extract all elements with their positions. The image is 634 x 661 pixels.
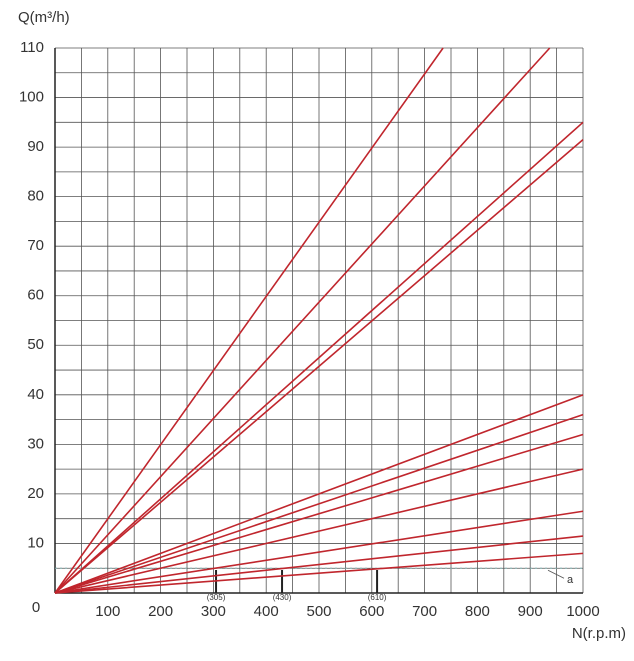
leader — [547, 569, 565, 579]
line — [54, 47, 444, 594]
x-tick-label: 700 — [412, 603, 437, 620]
y-tick-label: 100 — [19, 89, 44, 106]
line — [54, 468, 584, 594]
line — [54, 413, 584, 594]
x-tick-label: 100 — [95, 603, 120, 620]
y-tick-label: 40 — [27, 386, 44, 403]
line — [54, 510, 584, 594]
x-axis-label: N(r.p.m) — [572, 625, 626, 642]
y-tick-label: 10 — [27, 534, 44, 551]
line — [54, 433, 584, 594]
marker-label: (430) — [273, 593, 292, 602]
x-tick-label: 500 — [306, 603, 331, 620]
y-tick-label: 20 — [27, 485, 44, 502]
y-axis-label: Q(m³/h) — [18, 9, 70, 26]
x-tick-label: 600 — [359, 603, 384, 620]
y-tick-label: 80 — [27, 188, 44, 205]
x-tick-label: 400 — [254, 603, 279, 620]
x-tick-label: 300 — [201, 603, 226, 620]
line — [54, 394, 584, 594]
x-tick-label: 1000 — [566, 603, 599, 620]
marker-label: (610) — [368, 593, 387, 602]
y-tick-label: 60 — [27, 287, 44, 304]
reference-label: a — [567, 574, 574, 586]
origin-label: 0 — [32, 599, 40, 616]
y-tick-label: 70 — [27, 237, 44, 254]
y-tick-label: 50 — [27, 336, 44, 353]
line — [54, 47, 551, 594]
marker-label: (305) — [207, 593, 226, 602]
x-tick-label: 800 — [465, 603, 490, 620]
line — [54, 535, 584, 594]
line — [54, 121, 584, 594]
y-tick-label: 90 — [27, 138, 44, 155]
line — [54, 552, 584, 594]
line — [54, 139, 584, 594]
y-tick-label: 30 — [27, 435, 44, 452]
y-tick-label: 110 — [20, 39, 44, 56]
x-tick-label: 900 — [518, 603, 543, 620]
x-tick-label: 200 — [148, 603, 173, 620]
